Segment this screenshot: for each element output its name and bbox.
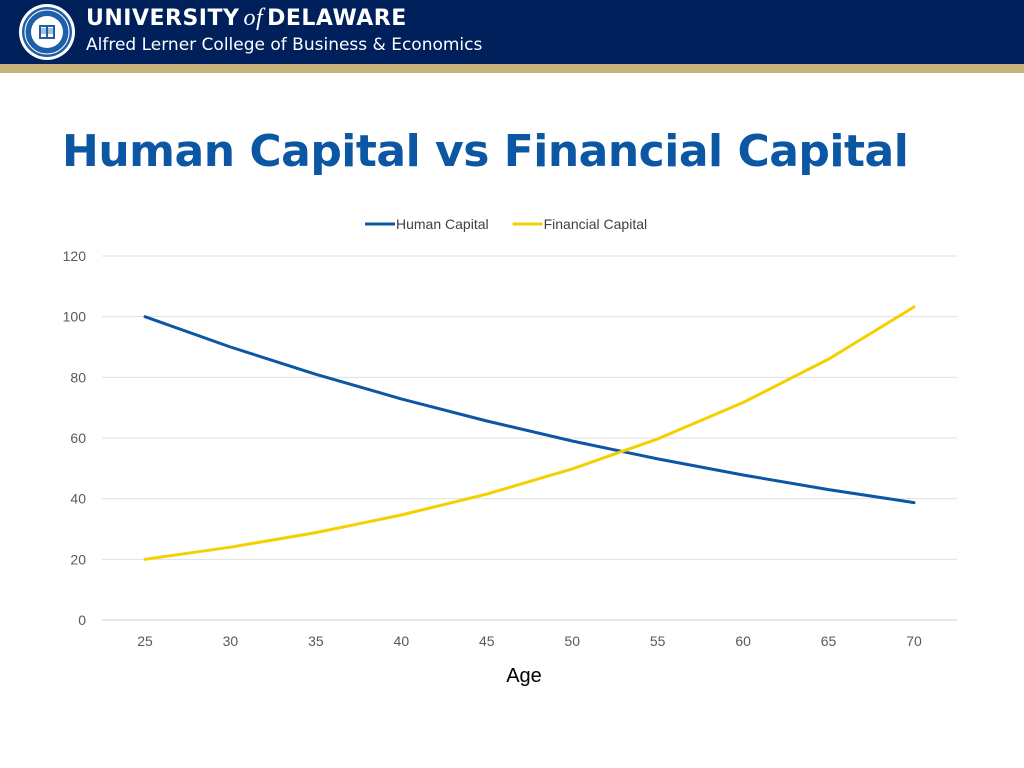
university-name: UNIVERSITY of DELAWARE [86, 5, 407, 32]
college-name: Alfred Lerner College of Business & Econ… [86, 35, 483, 55]
y-tick-label: 60 [70, 430, 86, 446]
x-tick-label: 25 [137, 633, 153, 649]
legend-label-human-capital: Human Capital [396, 216, 489, 232]
series-line-human-capital [143, 315, 916, 505]
header-banner: UNIVERSITY of DELAWARE Alfred Lerner Colle… [0, 0, 1024, 64]
y-tick-label: 80 [70, 369, 86, 385]
gridlines [102, 255, 957, 621]
university-name-of: of [243, 5, 264, 31]
university-name-part2: DELAWARE [267, 6, 407, 31]
y-tick-label: 120 [63, 248, 87, 264]
chart-legend: Human Capital Financial Capital [365, 216, 647, 232]
x-tick-label: 35 [308, 633, 324, 649]
series-lines [143, 305, 916, 561]
y-tick-label: 100 [63, 309, 87, 325]
x-tick-label: 30 [223, 633, 239, 649]
y-tick-label: 40 [70, 491, 86, 507]
legend-label-financial-capital: Financial Capital [544, 216, 648, 232]
page-title: Human Capital vs Financial Capital [62, 126, 909, 177]
x-tick-label: 55 [650, 633, 666, 649]
x-tick-label: 60 [735, 633, 751, 649]
y-tick-label: 0 [78, 612, 86, 628]
x-tick-label: 45 [479, 633, 495, 649]
university-name-part1: UNIVERSITY [86, 6, 240, 31]
x-tick-label: 50 [564, 633, 580, 649]
university-seal-icon [19, 4, 75, 60]
series-line-financial-capital [143, 305, 916, 561]
x-tick-label: 40 [394, 633, 410, 649]
header-stripe [0, 64, 1024, 73]
x-axis-title: Age [506, 665, 542, 687]
x-tick-label: 70 [906, 633, 922, 649]
x-axis-ticks: 25 30 35 40 45 50 55 60 65 70 [137, 633, 922, 649]
y-axis-ticks: 0 20 40 60 80 100 120 [63, 248, 87, 628]
x-tick-label: 65 [821, 633, 837, 649]
y-tick-label: 20 [70, 551, 86, 567]
